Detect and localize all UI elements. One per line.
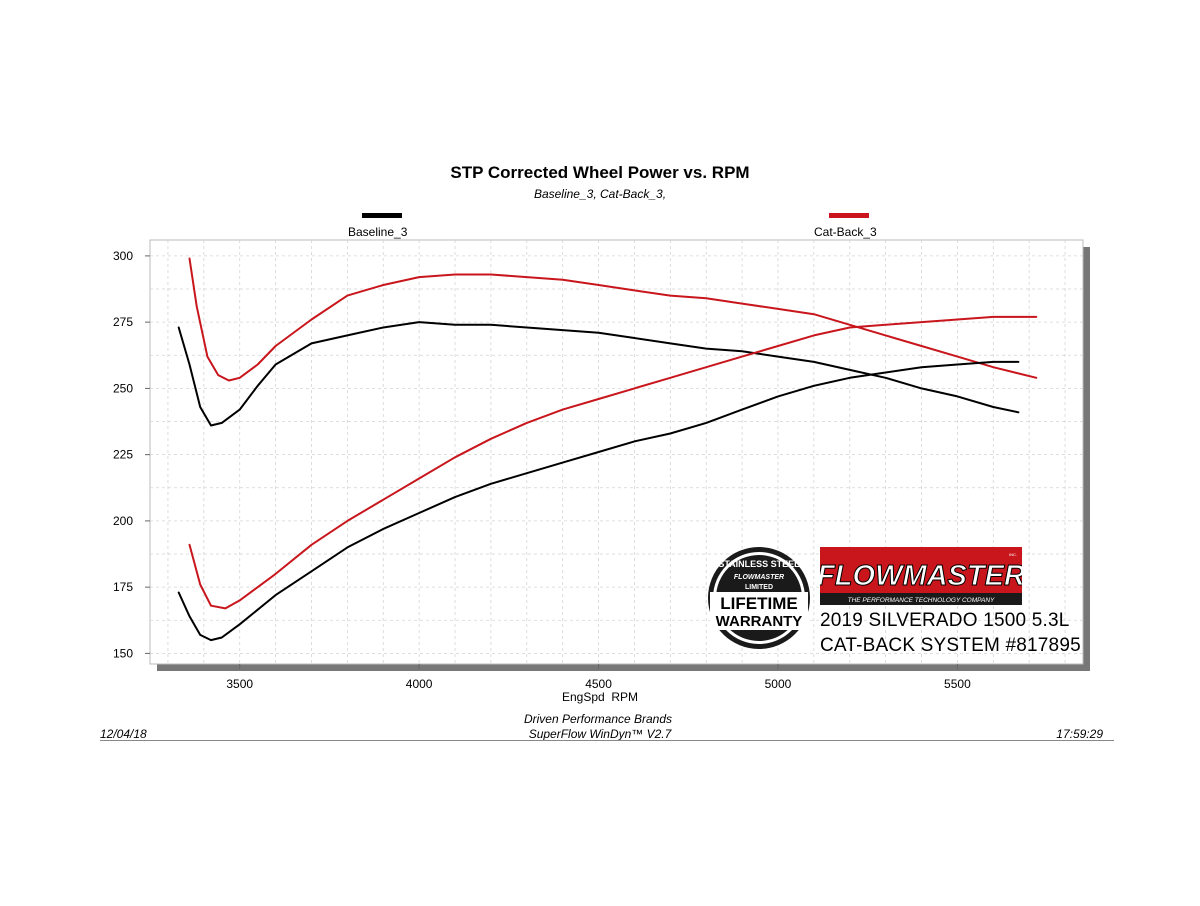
legend-swatch-catback (829, 213, 869, 218)
badge-line5: WARRANTY (716, 613, 803, 630)
flowmaster-tagline: THE PERFORMANCE TECHNOLOGY COMPANY (848, 597, 995, 604)
system-label: CAT-BACK SYSTEM #817895 (820, 635, 1081, 656)
x-axis-label: EngSpd RPM (561, 690, 639, 704)
y-tick-label: 275 (113, 315, 133, 329)
x-tick-label: 3500 (226, 677, 253, 691)
legend-swatch-baseline (362, 213, 402, 218)
series-line-cat-back-3-upper (188, 257, 1038, 382)
x-tick-label: 5000 (765, 677, 792, 691)
flowmaster-inc-mark: INC. (1009, 552, 1017, 557)
date-label: 12/04/18 (100, 727, 147, 741)
series-line-baseline-3-upper (177, 321, 1020, 427)
series-line-baseline-3-lower (177, 360, 1020, 642)
vehicle-label: 2019 SILVERADO 1500 5.3L (820, 610, 1070, 631)
y-tick-label: 300 (113, 249, 133, 263)
chart-subtitle: Baseline_3, Cat-Back_3, (533, 187, 667, 201)
lifetime-warranty-badge: STAINLESS STEEL FLOWMASTER LIMITED LIFET… (706, 545, 812, 651)
chart-title: STP Corrected Wheel Power vs. RPM (450, 163, 750, 182)
badge-line2: FLOWMASTER (734, 574, 784, 581)
x-tick-label: 5500 (944, 677, 971, 691)
time-label: 17:59:29 (1056, 727, 1103, 741)
badge-line1: STAINLESS STEEL (718, 559, 800, 569)
y-tick-label: 175 (113, 580, 133, 594)
x-tick-label: 4500 (585, 677, 612, 691)
x-tick-label: 4000 (406, 677, 433, 691)
flowmaster-logo: FLOWMASTER THE PERFORMANCE TECHNOLOGY CO… (817, 547, 1025, 605)
y-tick-label: 150 (113, 646, 133, 660)
legend-label-catback: Cat-Back_3 (814, 225, 877, 239)
y-tick-label: 250 (113, 381, 133, 395)
series-line-cat-back-3-lower (188, 315, 1038, 610)
center-line-2: SuperFlow WinDyn™ V2.7 (528, 727, 672, 741)
footer-divider (100, 740, 1114, 741)
badge-line3: LIMITED (745, 584, 773, 591)
flowmaster-wordmark: FLOWMASTER (820, 560, 1022, 592)
badge-line4: LIFETIME (720, 594, 797, 613)
y-tick-label: 200 (113, 514, 133, 528)
center-line-1: Driven Performance Brands (523, 712, 673, 726)
y-tick-label: 225 (113, 448, 133, 462)
legend-label-baseline: Baseline_3 (348, 225, 408, 239)
